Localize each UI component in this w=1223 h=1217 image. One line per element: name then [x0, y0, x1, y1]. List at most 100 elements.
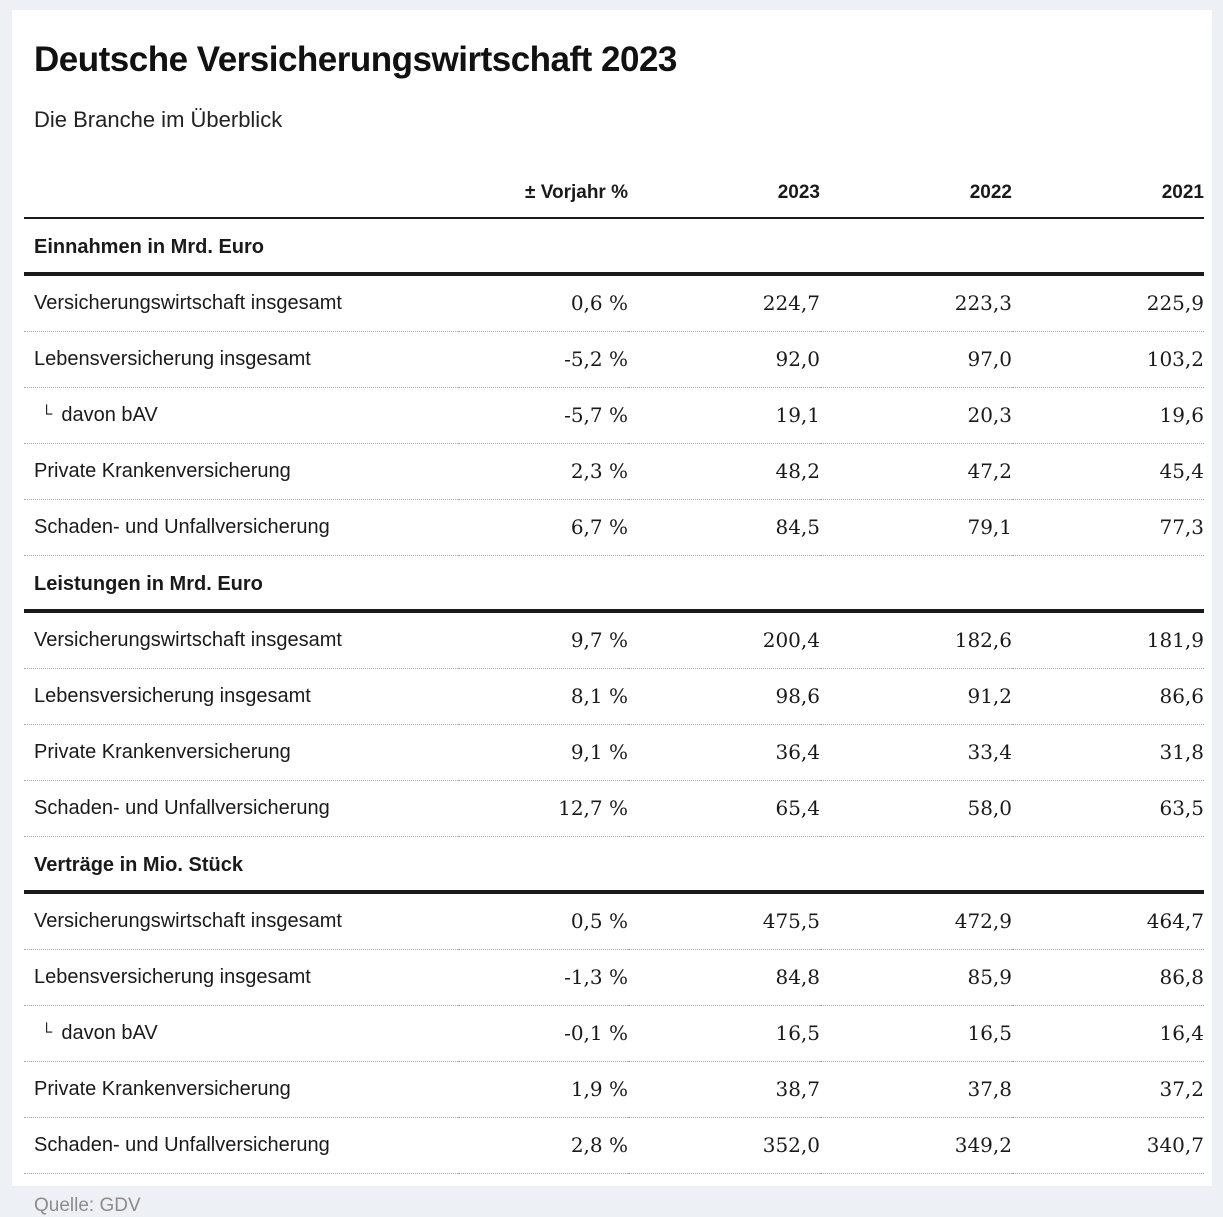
value-2021: 63,5 — [1012, 780, 1204, 837]
table-row: Versicherungswirtschaft insgesamt 0,6 % … — [24, 274, 1204, 332]
value-vorjahr: 6,7 % — [458, 499, 628, 556]
section-title: Verträge in Mio. Stück — [24, 836, 1204, 894]
section-header-einnahmen: Einnahmen in Mrd. Euro — [24, 218, 1204, 276]
value-2022: 16,5 — [820, 1005, 1012, 1062]
row-label-cell: └ davon bAV — [24, 387, 458, 444]
value-2023: 200,4 — [628, 611, 820, 669]
value-2022: 223,3 — [820, 274, 1012, 332]
value-vorjahr: -1,3 % — [458, 949, 628, 1006]
table-row: Schaden- und Unfallversicherung 2,8 % 35… — [24, 1117, 1204, 1174]
value-vorjahr: -5,2 % — [458, 331, 628, 388]
table-row: Private Krankenversicherung 1,9 % 38,7 3… — [24, 1061, 1204, 1118]
statistics-table: ± Vorjahr % 2023 2022 2021 Einnahmen in … — [24, 133, 1204, 1174]
value-2023: 84,5 — [628, 499, 820, 556]
value-2023: 475,5 — [628, 892, 820, 950]
row-label: davon bAV — [61, 1021, 158, 1044]
table-row: Lebensversicherung insgesamt -1,3 % 84,8… — [24, 949, 1204, 1006]
value-2021: 37,2 — [1012, 1061, 1204, 1118]
value-2022: 91,2 — [820, 668, 1012, 725]
page-subtitle: Die Branche im Überblick — [34, 107, 283, 132]
row-label: Versicherungswirtschaft insgesamt — [24, 611, 458, 669]
row-label: davon bAV — [61, 403, 158, 426]
value-2023: 98,6 — [628, 668, 820, 725]
table-row: Private Krankenversicherung 9,1 % 36,4 3… — [24, 724, 1204, 781]
row-label: Private Krankenversicherung — [24, 724, 458, 781]
table-row: Lebensversicherung insgesamt -5,2 % 92,0… — [24, 331, 1204, 388]
row-label: Private Krankenversicherung — [24, 1061, 458, 1118]
section-header-leistungen: Leistungen in Mrd. Euro — [24, 555, 1204, 613]
table-row: Schaden- und Unfallversicherung 6,7 % 84… — [24, 499, 1204, 556]
value-2022: 37,8 — [820, 1061, 1012, 1118]
value-2021: 45,4 — [1012, 443, 1204, 500]
table-header: ± Vorjahr % 2023 2022 2021 — [24, 133, 1204, 219]
value-vorjahr: 9,1 % — [458, 724, 628, 781]
branch-indent-icon: └ — [41, 405, 53, 423]
column-header-empty — [24, 133, 458, 219]
value-2023: 92,0 — [628, 331, 820, 388]
page-title: Deutsche Versicherungswirtschaft 2023 — [34, 40, 677, 79]
value-2022: 79,1 — [820, 499, 1012, 556]
row-label: Lebensversicherung insgesamt — [24, 331, 458, 388]
value-2021: 86,8 — [1012, 949, 1204, 1006]
table-row: Schaden- und Unfallversicherung 12,7 % 6… — [24, 780, 1204, 837]
value-2021: 16,4 — [1012, 1005, 1204, 1062]
value-2023: 48,2 — [628, 443, 820, 500]
value-2022: 349,2 — [820, 1117, 1012, 1174]
section-title: Leistungen in Mrd. Euro — [24, 555, 1204, 613]
row-label: Schaden- und Unfallversicherung — [24, 1117, 458, 1174]
value-2023: 16,5 — [628, 1005, 820, 1062]
value-2023: 36,4 — [628, 724, 820, 781]
value-2021: 181,9 — [1012, 611, 1204, 669]
value-2022: 472,9 — [820, 892, 1012, 950]
branch-indent-icon: └ — [41, 1023, 53, 1041]
value-2022: 47,2 — [820, 443, 1012, 500]
table-row-indented: └ davon bAV -0,1 % 16,5 16,5 16,4 — [24, 1005, 1204, 1062]
column-header-2023: 2023 — [628, 133, 820, 219]
value-2021: 103,2 — [1012, 331, 1204, 388]
value-2022: 58,0 — [820, 780, 1012, 837]
value-vorjahr: 12,7 % — [458, 780, 628, 837]
table-row: Versicherungswirtschaft insgesamt 9,7 % … — [24, 611, 1204, 669]
row-label-cell: └ davon bAV — [24, 1005, 458, 1062]
section-title: Einnahmen in Mrd. Euro — [24, 218, 1204, 276]
table-row: Lebensversicherung insgesamt 8,1 % 98,6 … — [24, 668, 1204, 725]
column-header-row: ± Vorjahr % 2023 2022 2021 — [24, 133, 1204, 219]
value-2023: 84,8 — [628, 949, 820, 1006]
value-vorjahr: 2,3 % — [458, 443, 628, 500]
value-2021: 225,9 — [1012, 274, 1204, 332]
value-2021: 340,7 — [1012, 1117, 1204, 1174]
value-2023: 224,7 — [628, 274, 820, 332]
value-2021: 31,8 — [1012, 724, 1204, 781]
value-vorjahr: 2,8 % — [458, 1117, 628, 1174]
value-2022: 20,3 — [820, 387, 1012, 444]
row-label: Lebensversicherung insgesamt — [24, 668, 458, 725]
value-vorjahr: 0,5 % — [458, 892, 628, 950]
value-vorjahr: -0,1 % — [458, 1005, 628, 1062]
value-2022: 85,9 — [820, 949, 1012, 1006]
table-row: Versicherungswirtschaft insgesamt 0,5 % … — [24, 892, 1204, 950]
value-2022: 182,6 — [820, 611, 1012, 669]
row-label: Versicherungswirtschaft insgesamt — [24, 892, 458, 950]
value-2023: 38,7 — [628, 1061, 820, 1118]
table-row: Private Krankenversicherung 2,3 % 48,2 4… — [24, 443, 1204, 500]
value-2022: 33,4 — [820, 724, 1012, 781]
value-2021: 77,3 — [1012, 499, 1204, 556]
value-2021: 464,7 — [1012, 892, 1204, 950]
row-label: Private Krankenversicherung — [24, 443, 458, 500]
value-vorjahr: 8,1 % — [458, 668, 628, 725]
value-vorjahr: 1,9 % — [458, 1061, 628, 1118]
value-vorjahr: -5,7 % — [458, 387, 628, 444]
value-2023: 65,4 — [628, 780, 820, 837]
column-header-2022: 2022 — [820, 133, 1012, 219]
row-label: Versicherungswirtschaft insgesamt — [24, 274, 458, 332]
value-2021: 19,6 — [1012, 387, 1204, 444]
column-header-2021: 2021 — [1012, 133, 1204, 219]
source-note: Quelle: GDV — [34, 1195, 141, 1216]
value-2021: 86,6 — [1012, 668, 1204, 725]
table-row-indented: └ davon bAV -5,7 % 19,1 20,3 19,6 — [24, 387, 1204, 444]
row-label: Schaden- und Unfallversicherung — [24, 780, 458, 837]
value-vorjahr: 9,7 % — [458, 611, 628, 669]
value-2023: 19,1 — [628, 387, 820, 444]
value-2022: 97,0 — [820, 331, 1012, 388]
value-vorjahr: 0,6 % — [458, 274, 628, 332]
